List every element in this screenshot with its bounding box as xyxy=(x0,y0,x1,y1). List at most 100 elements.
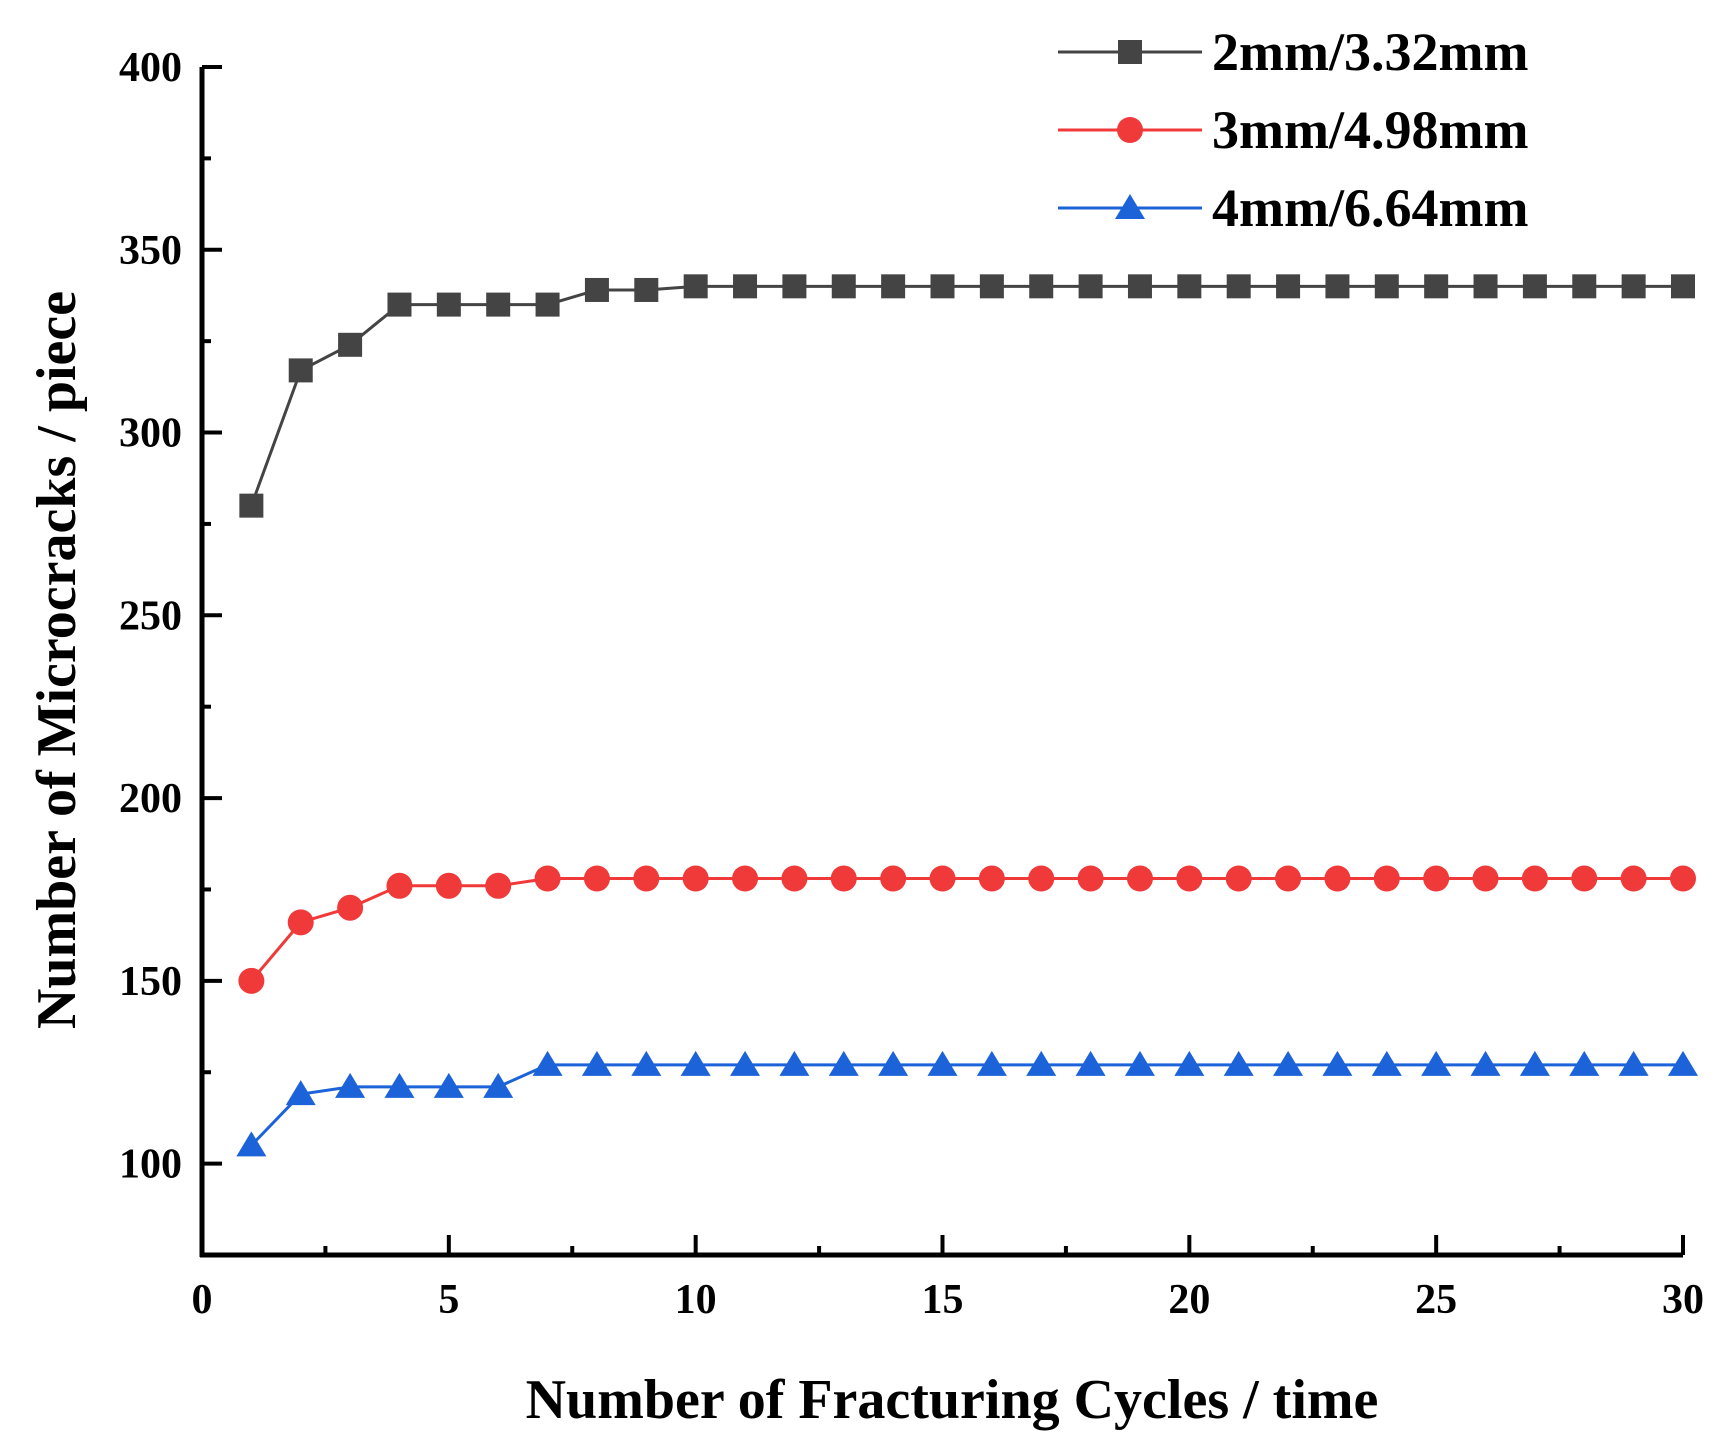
legend-label: 4mm/6.64mm xyxy=(1212,178,1528,238)
data-point xyxy=(1670,865,1696,892)
y-tick-label: 250 xyxy=(119,593,182,639)
series-3mm/4.98mm xyxy=(238,865,1696,994)
y-tick-label: 300 xyxy=(119,411,182,457)
data-point xyxy=(1521,865,1548,892)
data-point xyxy=(1620,865,1647,892)
series-4mm/6.64mm xyxy=(236,1050,1698,1157)
data-point xyxy=(1322,1050,1353,1076)
legend: 2mm/3.32mm 3mm/4.98mm 4mm/6.64mm xyxy=(1058,22,1528,238)
data-point xyxy=(338,332,363,357)
data-point xyxy=(634,277,659,302)
y-tick-label: 350 xyxy=(119,228,182,274)
x-tick-label: 15 xyxy=(922,1277,964,1323)
data-point xyxy=(1424,274,1449,299)
data-point xyxy=(1029,274,1054,299)
x-tick-label: 5 xyxy=(438,1277,459,1323)
legend-label: 2mm/3.32mm xyxy=(1212,22,1528,82)
data-point xyxy=(387,292,412,317)
data-point xyxy=(1571,865,1598,892)
data-point xyxy=(1569,1050,1600,1076)
legend-marker xyxy=(1118,40,1142,64)
series-line xyxy=(250,1063,1683,1147)
data-point xyxy=(1126,865,1153,892)
data-point xyxy=(828,1050,859,1076)
data-point xyxy=(486,292,511,317)
data-point xyxy=(583,865,610,892)
x-tick-label: 30 xyxy=(1662,1277,1704,1323)
data-point xyxy=(1325,274,1350,299)
data-point xyxy=(1276,274,1301,299)
data-point xyxy=(881,274,906,299)
data-point xyxy=(238,967,265,994)
data-point xyxy=(581,1050,612,1076)
data-point xyxy=(830,865,857,892)
data-point xyxy=(1077,865,1104,892)
data-point xyxy=(682,865,709,892)
data-point xyxy=(337,894,364,921)
legend-entry: 3mm/4.98mm xyxy=(1058,100,1528,160)
data-point xyxy=(1226,274,1251,299)
y-tick-label: 150 xyxy=(119,959,182,1005)
series-layer xyxy=(236,274,1698,1157)
x-tick-label: 10 xyxy=(675,1277,717,1323)
data-point xyxy=(730,1050,761,1076)
data-point xyxy=(532,1050,563,1076)
data-point xyxy=(288,358,313,383)
data-point xyxy=(831,274,856,299)
y-tick-label: 200 xyxy=(119,776,182,822)
data-point xyxy=(433,1072,464,1098)
data-point xyxy=(1225,865,1252,892)
axes: 100 150 200 250 300 350 400 0 5 10 15 20 25 30 xyxy=(119,45,1704,1323)
series-line xyxy=(250,876,1683,982)
data-point xyxy=(335,1072,366,1098)
data-point xyxy=(782,274,807,299)
series-2mm/3.32mm xyxy=(239,274,1695,518)
data-point xyxy=(880,865,907,892)
x-tick-label: 0 xyxy=(192,1277,213,1323)
data-point xyxy=(1621,274,1646,299)
x-tick-label: 20 xyxy=(1168,1277,1210,1323)
data-point xyxy=(930,274,955,299)
data-point xyxy=(1374,274,1399,299)
data-point xyxy=(1473,274,1498,299)
data-point xyxy=(384,1072,415,1098)
data-point xyxy=(1324,865,1351,892)
data-point xyxy=(1124,1050,1155,1076)
data-point xyxy=(386,872,413,899)
data-point xyxy=(1470,1050,1501,1076)
data-point xyxy=(1472,865,1499,892)
legend-entry: 2mm/3.32mm xyxy=(1058,22,1528,82)
y-tick-label: 100 xyxy=(119,1142,182,1188)
data-point xyxy=(1273,1050,1304,1076)
data-point xyxy=(979,274,1004,299)
data-point xyxy=(1127,274,1152,299)
data-point xyxy=(781,865,808,892)
data-point xyxy=(929,865,956,892)
data-point xyxy=(683,274,708,299)
data-point xyxy=(1275,865,1302,892)
data-point xyxy=(287,909,314,936)
data-point xyxy=(436,292,461,317)
data-point xyxy=(680,1050,711,1076)
data-point xyxy=(779,1050,810,1076)
data-point xyxy=(1028,865,1055,892)
data-point xyxy=(1176,865,1203,892)
data-point xyxy=(1421,1050,1452,1076)
data-point xyxy=(1075,1050,1106,1076)
y-tick-label: 400 xyxy=(119,45,182,91)
data-point xyxy=(239,493,264,518)
legend-entry: 4mm/6.64mm xyxy=(1058,178,1528,238)
legend-label: 3mm/4.98mm xyxy=(1212,100,1528,160)
data-point xyxy=(485,872,512,899)
data-point xyxy=(483,1072,514,1098)
data-point xyxy=(236,1131,267,1157)
data-point xyxy=(584,277,609,302)
series-line xyxy=(249,284,1683,507)
data-point xyxy=(1078,274,1103,299)
data-point xyxy=(1174,1050,1205,1076)
data-point xyxy=(1223,1050,1254,1076)
data-point xyxy=(733,274,758,299)
data-point xyxy=(732,865,759,892)
